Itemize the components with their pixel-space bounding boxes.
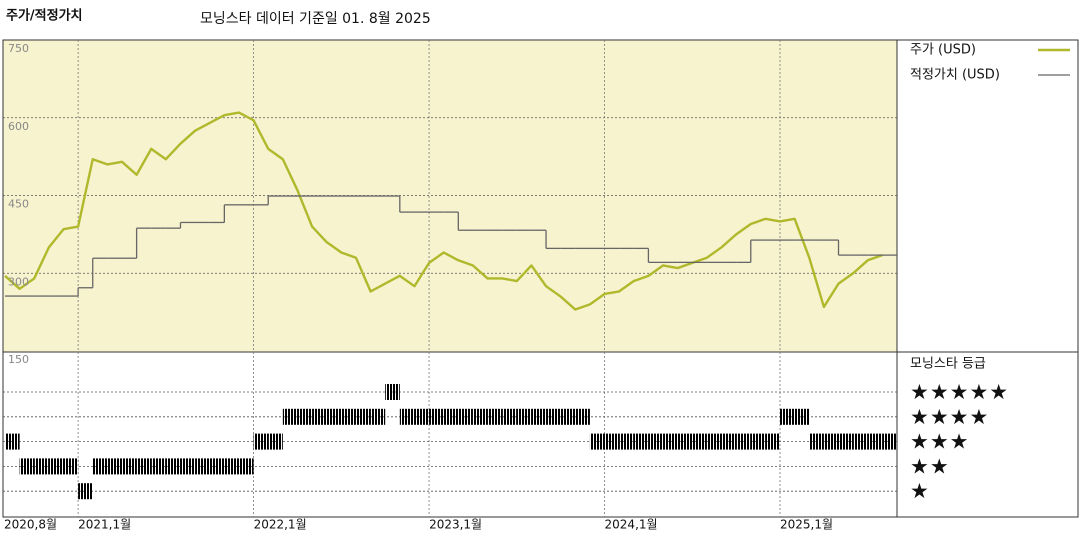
rating-bar <box>823 433 839 450</box>
rating-bar <box>224 458 239 475</box>
rating-bar <box>853 433 868 450</box>
rating-bar <box>34 458 49 475</box>
x-tick-label: 2025,1월 <box>780 518 833 532</box>
rating-bar <box>794 408 810 425</box>
rating-label: ★★★★★ <box>910 380 1009 404</box>
rating-label: ★★★ <box>910 430 969 454</box>
x-tick-label: 2021,1월 <box>78 518 131 532</box>
x-tick-label: 2024,1월 <box>605 518 658 532</box>
chart-title: 주가/적정가치 <box>6 8 83 24</box>
rating-bar <box>195 458 210 475</box>
rating-bar <box>604 433 620 450</box>
rating-bar <box>370 408 386 425</box>
rating-bar <box>341 408 356 425</box>
rating-bar <box>355 408 371 425</box>
rating-bar <box>721 433 737 450</box>
rating-bar <box>5 433 20 450</box>
rating-bar <box>619 433 634 450</box>
rating-bar <box>472 408 488 425</box>
rating-label: ★★ <box>910 454 950 478</box>
rating-bar <box>121 458 137 475</box>
rating-bar <box>706 433 722 450</box>
rating-bar <box>107 458 122 475</box>
rating-bar <box>502 408 517 425</box>
rating-bar <box>546 408 561 425</box>
rating-bar <box>443 408 459 425</box>
rating-bar <box>780 408 795 425</box>
rating-bar <box>560 408 576 425</box>
rating-bar <box>326 408 342 425</box>
rating-bar <box>487 408 503 425</box>
rating-bar <box>268 433 283 450</box>
rating-bar <box>458 408 473 425</box>
rating-bar <box>312 408 327 425</box>
legend-label: 적정가치 (USD) <box>910 68 1000 83</box>
rating-label: ★ <box>910 479 930 503</box>
rating-bar <box>238 458 254 475</box>
y-tick-label: 600 <box>8 120 29 133</box>
rating-bar <box>750 433 766 450</box>
rating-bar <box>516 408 532 425</box>
rating-bar <box>677 433 693 450</box>
rating-bar <box>63 458 79 475</box>
rating-label: ★★★★ <box>910 405 989 429</box>
y-tick-label: 450 <box>8 198 29 211</box>
rating-bar <box>19 458 35 475</box>
rating-bar <box>692 433 707 450</box>
rating-bar <box>151 458 166 475</box>
frame <box>2 39 1079 518</box>
rating-bar <box>78 483 93 500</box>
rating-bar <box>92 458 108 475</box>
rating-bar <box>253 433 269 450</box>
rating-bar <box>297 408 313 425</box>
rating-bar <box>531 408 547 425</box>
y-tick-label: 300 <box>8 275 29 288</box>
rating-bar <box>838 433 854 450</box>
rating-bar <box>765 433 781 450</box>
y-tick-label: 150 <box>8 353 29 366</box>
rating-bar <box>165 458 181 475</box>
x-tick-label: 2023,1월 <box>429 518 482 532</box>
x-tick-label: 2022,1월 <box>254 518 307 532</box>
price-line <box>4 111 883 311</box>
rating-bar <box>136 458 152 475</box>
rating-bar <box>575 408 590 425</box>
rating-title: 모닝스타 등급 <box>910 357 986 372</box>
x-tick-label: 2020,8월 <box>4 518 57 532</box>
rating-bar <box>399 408 415 425</box>
rating-bar <box>209 458 225 475</box>
rating-bar <box>633 433 649 450</box>
rating-bar <box>48 458 64 475</box>
rating-bar <box>809 433 824 450</box>
rating-bar <box>429 408 444 425</box>
rating-bar <box>663 433 678 450</box>
rating-bar <box>282 408 298 425</box>
plot-background <box>3 40 897 352</box>
rating-bar <box>882 433 897 450</box>
rating-bar <box>736 433 751 450</box>
legend-label: 주가 (USD) <box>910 43 976 58</box>
rating-bar <box>180 458 196 475</box>
rating-bar <box>414 408 430 425</box>
rating-bar <box>867 433 883 450</box>
rating-bar <box>648 433 664 450</box>
y-tick-label: 750 <box>8 42 29 55</box>
chart-subtitle: 모닝스타 데이터 기준일 01. 8월 2025 <box>200 11 431 27</box>
rating-bar <box>589 433 605 450</box>
rating-bar <box>385 384 400 400</box>
